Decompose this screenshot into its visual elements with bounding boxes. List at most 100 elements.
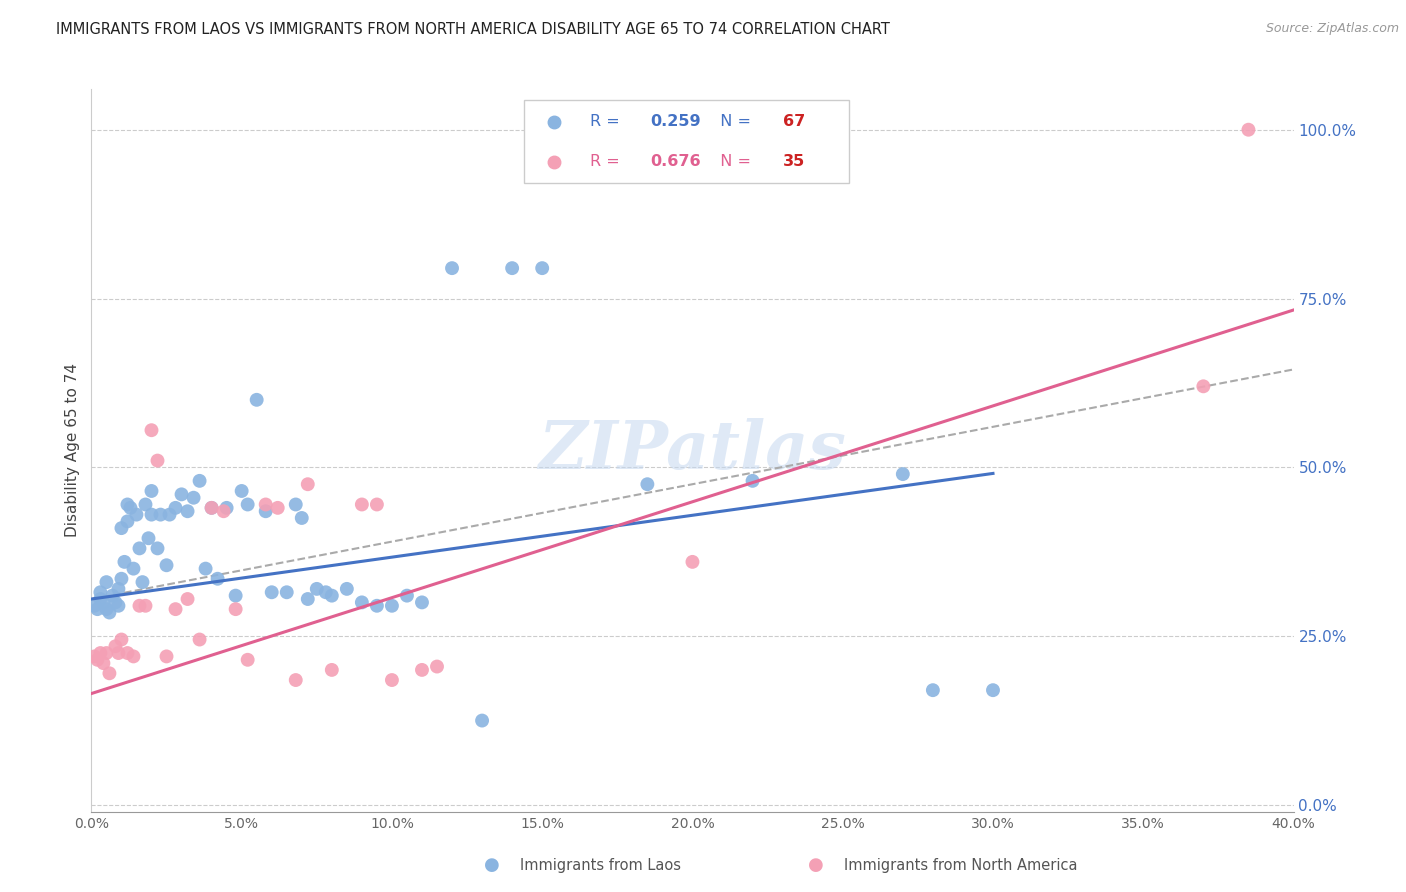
Point <box>254 498 277 512</box>
Point <box>183 491 205 505</box>
Point <box>146 541 169 556</box>
Point <box>146 453 169 467</box>
Point <box>165 602 187 616</box>
Point <box>501 261 523 276</box>
Text: ZIPatlas: ZIPatlas <box>538 418 846 483</box>
Point <box>89 585 111 599</box>
Text: ●: ● <box>484 856 501 874</box>
Point <box>96 575 118 590</box>
Point <box>260 585 283 599</box>
Point <box>104 595 127 609</box>
Point <box>321 663 343 677</box>
Point <box>212 504 235 518</box>
Point <box>110 632 132 647</box>
Point <box>86 602 108 616</box>
Point <box>426 659 449 673</box>
Point <box>636 477 658 491</box>
Point <box>89 592 111 607</box>
Point <box>125 508 148 522</box>
Point <box>321 589 343 603</box>
Point <box>86 653 108 667</box>
Text: 0.259: 0.259 <box>651 114 702 129</box>
Point <box>134 498 156 512</box>
FancyBboxPatch shape <box>524 100 849 183</box>
Point <box>98 666 121 681</box>
Point <box>188 632 211 647</box>
Point <box>922 683 945 698</box>
Point <box>350 498 373 512</box>
Point <box>122 649 145 664</box>
Point <box>117 514 139 528</box>
Point <box>284 673 307 687</box>
Point <box>117 498 139 512</box>
Point <box>159 508 181 522</box>
Point <box>681 555 703 569</box>
Text: IMMIGRANTS FROM LAOS VS IMMIGRANTS FROM NORTH AMERICA DISABILITY AGE 65 TO 74 CO: IMMIGRANTS FROM LAOS VS IMMIGRANTS FROM … <box>56 22 890 37</box>
Point <box>254 504 277 518</box>
Point <box>93 656 115 670</box>
Point <box>1237 122 1260 136</box>
Point <box>176 504 198 518</box>
Point <box>225 589 247 603</box>
Point <box>207 572 229 586</box>
Point <box>176 592 198 607</box>
Point <box>350 595 373 609</box>
Point <box>149 508 172 522</box>
Point <box>96 646 118 660</box>
Point <box>93 595 115 609</box>
Point <box>381 673 404 687</box>
Point <box>107 582 129 596</box>
Point <box>128 599 150 613</box>
Point <box>138 531 160 545</box>
Text: R =: R = <box>591 154 626 169</box>
Point <box>981 683 1004 698</box>
Point <box>236 498 259 512</box>
Point <box>122 561 145 575</box>
Point <box>117 646 139 660</box>
Point <box>141 483 163 498</box>
Point <box>155 558 177 573</box>
Text: 0.676: 0.676 <box>651 154 702 169</box>
Point <box>131 575 153 590</box>
Point <box>891 467 914 481</box>
Point <box>305 582 328 596</box>
Point <box>83 649 105 664</box>
Text: R =: R = <box>591 114 626 129</box>
Text: N =: N = <box>710 114 756 129</box>
Point <box>225 602 247 616</box>
Point <box>120 500 142 515</box>
Point <box>381 599 404 613</box>
Point <box>297 477 319 491</box>
Point <box>104 640 127 654</box>
Point <box>128 541 150 556</box>
Point <box>395 589 418 603</box>
Point <box>741 474 763 488</box>
Point <box>1192 379 1215 393</box>
Point <box>96 602 118 616</box>
Text: N =: N = <box>710 154 756 169</box>
Y-axis label: Disability Age 65 to 74: Disability Age 65 to 74 <box>65 363 80 538</box>
Point <box>141 423 163 437</box>
Point <box>215 500 238 515</box>
Text: ●: ● <box>807 856 824 874</box>
Point <box>194 561 217 575</box>
Point <box>155 649 177 664</box>
Point <box>110 521 132 535</box>
Point <box>134 599 156 613</box>
Point <box>107 599 129 613</box>
Point <box>411 663 433 677</box>
Point <box>98 606 121 620</box>
Point <box>110 572 132 586</box>
Point <box>411 595 433 609</box>
Point <box>188 474 211 488</box>
Point <box>276 585 298 599</box>
Point <box>366 599 388 613</box>
Point <box>201 500 224 515</box>
Point <box>284 498 307 512</box>
Point <box>246 392 269 407</box>
Point <box>101 589 124 603</box>
Point <box>366 498 388 512</box>
Point <box>267 500 290 515</box>
Text: 67: 67 <box>783 114 804 129</box>
Point <box>440 261 463 276</box>
